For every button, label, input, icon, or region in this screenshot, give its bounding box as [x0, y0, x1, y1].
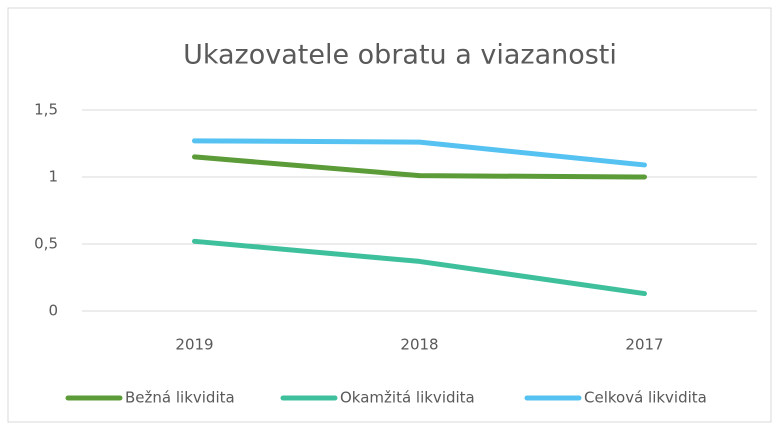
- y-tick-label: 0,5: [34, 235, 58, 253]
- legend-label: Celková likvidita: [584, 389, 707, 407]
- y-tick-label: 0: [48, 302, 58, 320]
- chart-frame: [7, 7, 772, 423]
- chart-title: Ukazovatele obratu a viazanosti: [183, 40, 617, 71]
- data-line: [192, 238, 647, 297]
- x-tick-label: 2019: [175, 336, 213, 354]
- data-line: [192, 138, 647, 168]
- legend-label: Bežná likvidita: [125, 389, 235, 407]
- legend-label: Okamžitá likvidita: [340, 389, 475, 407]
- x-tick-label: 2017: [625, 336, 663, 354]
- x-tick-label: 2018: [400, 336, 438, 354]
- y-tick-label: 1,5: [34, 101, 58, 119]
- y-tick-label: 1: [48, 168, 58, 186]
- data-line: [192, 154, 647, 180]
